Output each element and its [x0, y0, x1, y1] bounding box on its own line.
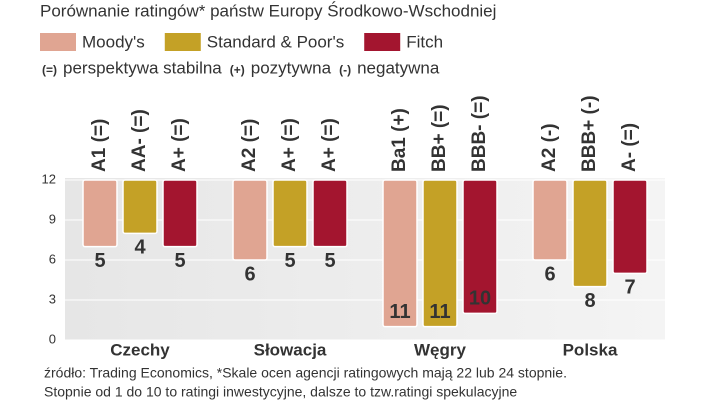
rating-label: A+ (=)	[319, 118, 340, 172]
value-label: 5	[284, 250, 295, 272]
x-tick-label: Polska	[563, 340, 618, 359]
value-label: 5	[174, 250, 185, 272]
value-label: 5	[94, 250, 105, 272]
x-tick-label: Czechy	[110, 340, 170, 359]
bar	[382, 179, 418, 328]
note-symbol: (=)	[42, 63, 57, 77]
legend-label: Moody's	[82, 32, 145, 51]
value-label: 6	[244, 263, 255, 285]
rating-label: Ba1 (+)	[389, 108, 410, 172]
bar	[82, 179, 118, 248]
y-tick-label: 6	[49, 251, 56, 266]
x-tick-label: Węgry	[414, 340, 467, 359]
legend-label: Fitch	[406, 32, 443, 51]
bar	[272, 179, 308, 248]
rating-label: BBB+ (-)	[579, 95, 600, 172]
legend-swatch	[40, 33, 76, 51]
chart-title: Porównanie ratingów* państw Europy Środk…	[40, 1, 496, 20]
bar	[462, 179, 498, 315]
legend-label: Standard & Poor's	[207, 32, 344, 51]
value-label: 5	[324, 250, 335, 272]
value-label: 6	[544, 263, 555, 285]
bar	[232, 179, 268, 261]
value-label: 7	[624, 277, 635, 299]
value-label: 10	[469, 288, 491, 310]
rating-label: A+ (=)	[169, 118, 190, 172]
y-tick-label: 0	[49, 331, 56, 346]
rating-label: A1 (=)	[89, 119, 110, 172]
x-tick-label: Słowacja	[254, 340, 327, 359]
rating-label: A+ (=)	[279, 118, 300, 172]
rating-label: A- (=)	[619, 123, 640, 172]
source-note: Stopnie od 1 do 10 to ratingi inwestycyj…	[44, 384, 517, 400]
note-text: negatywna	[357, 58, 440, 77]
y-tick-label: 3	[49, 291, 56, 306]
bar	[572, 179, 608, 288]
bar	[122, 179, 158, 235]
legend-swatch	[364, 33, 401, 51]
y-tick-label: 9	[49, 211, 56, 226]
bar	[422, 179, 458, 328]
bar	[312, 179, 348, 248]
note-text: perspektywa stabilna	[63, 58, 222, 77]
y-tick-label: 12	[42, 171, 56, 186]
bar	[612, 179, 648, 275]
source-note: źródło: Trading Economics, *Skale ocen a…	[44, 365, 567, 381]
legend-swatch	[164, 33, 201, 51]
rating-label: AA- (=)	[129, 109, 150, 172]
rating-label: A2 (-)	[539, 123, 560, 172]
value-label: 11	[429, 301, 450, 323]
note-symbol: (+)	[230, 63, 245, 77]
bar	[162, 179, 198, 248]
rating-label: A2 (=)	[239, 119, 260, 172]
value-label: 8	[584, 290, 595, 312]
rating-label: BBB- (=)	[469, 95, 490, 172]
value-label: 11	[389, 301, 410, 323]
note-text: pozytywna	[251, 58, 332, 77]
bar	[532, 179, 568, 261]
value-label: 4	[134, 237, 146, 259]
note-symbol: (-)	[339, 63, 351, 77]
rating-label: BB+ (=)	[429, 104, 450, 172]
